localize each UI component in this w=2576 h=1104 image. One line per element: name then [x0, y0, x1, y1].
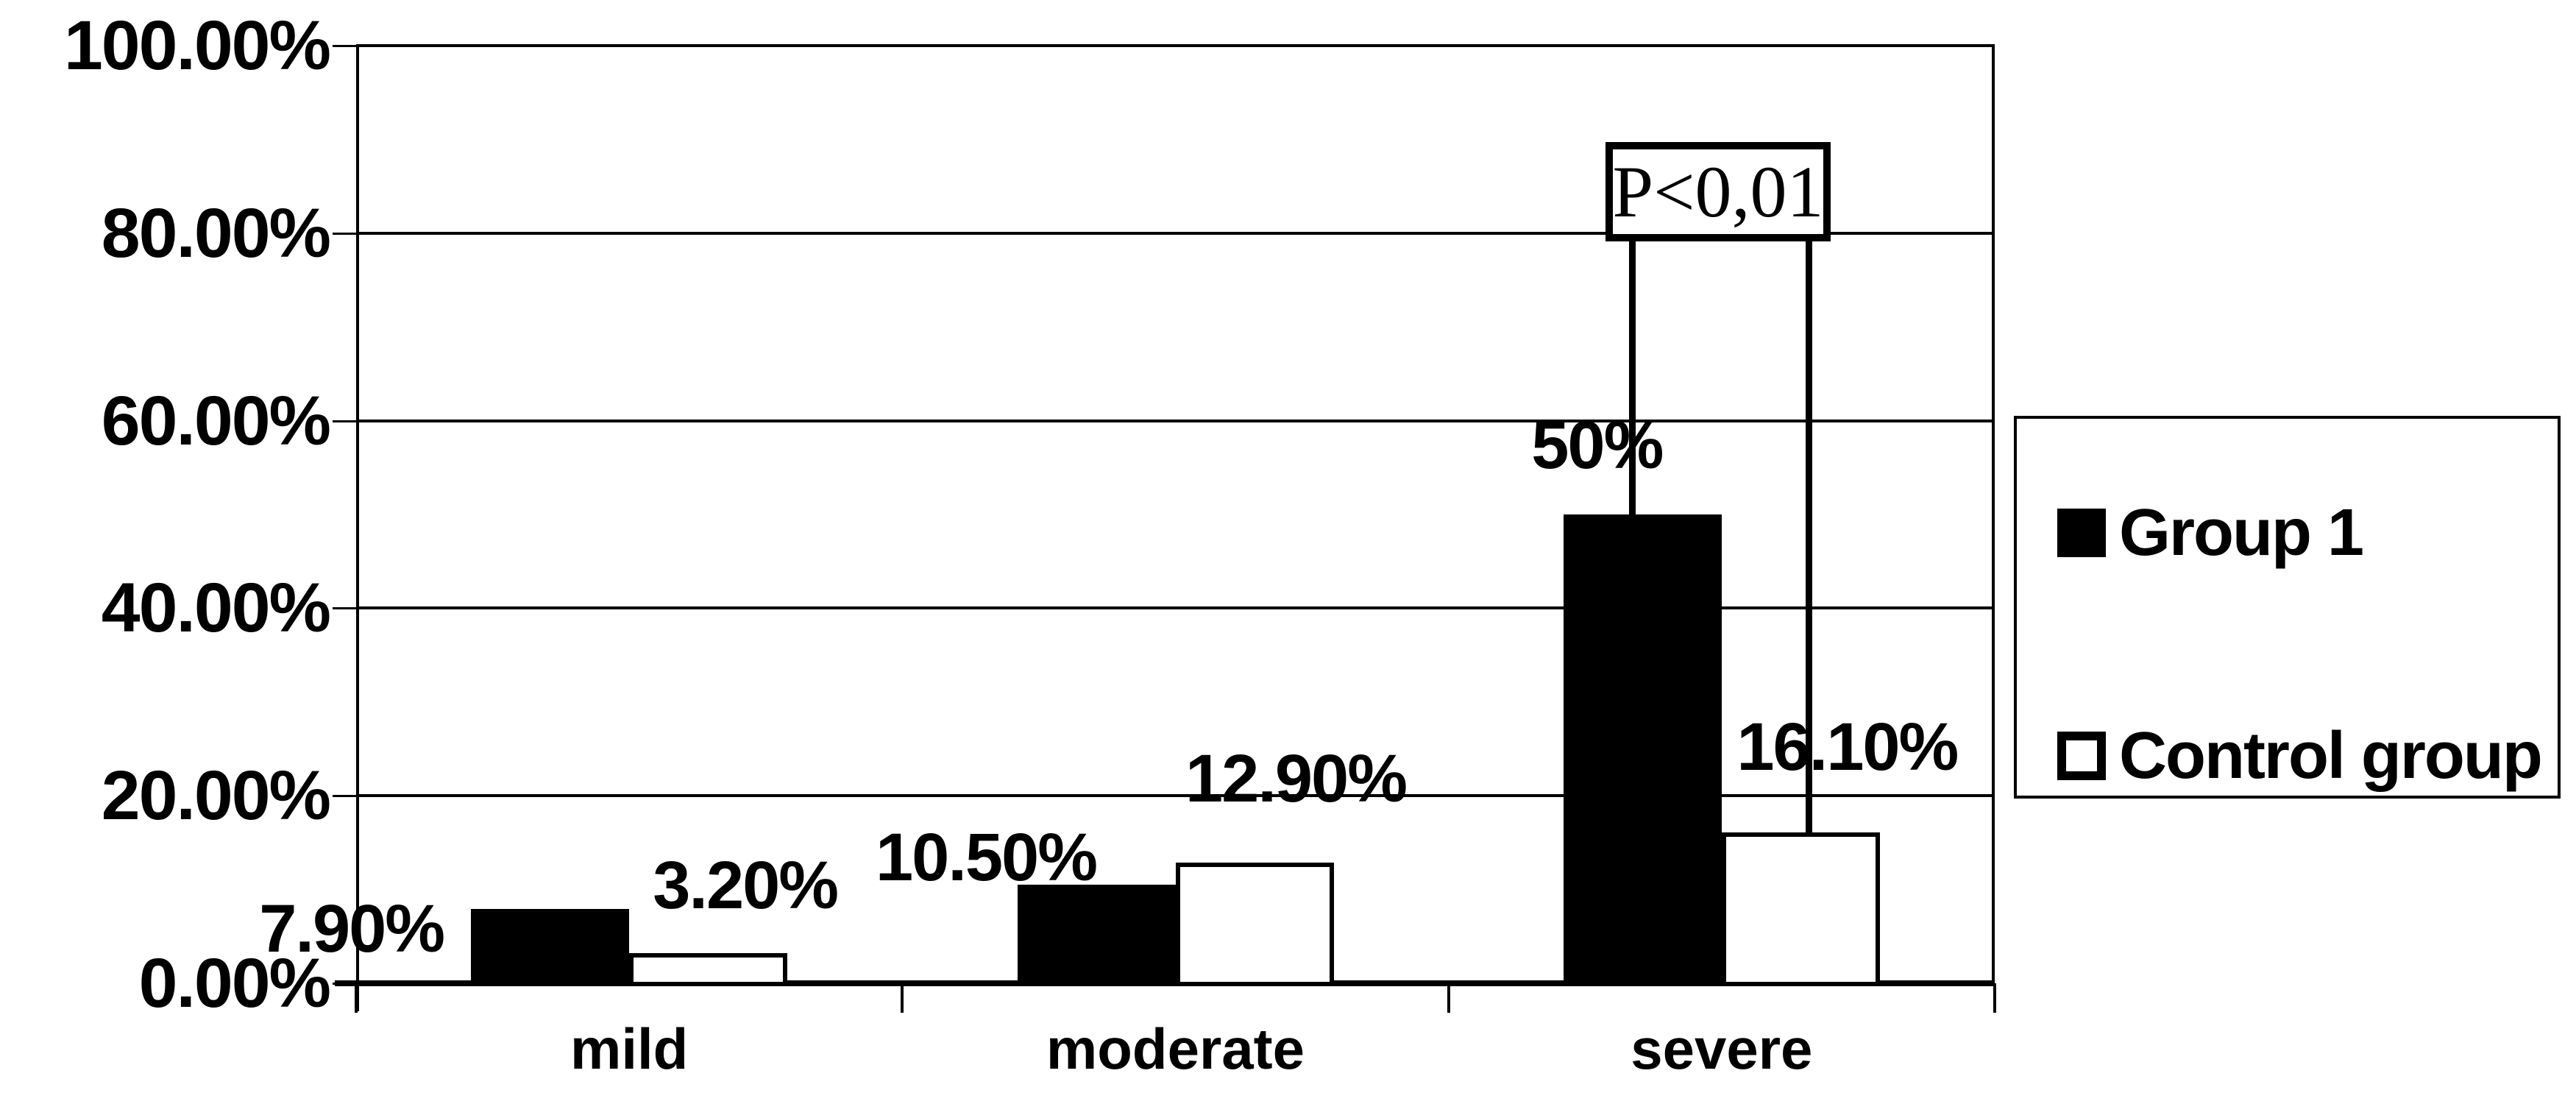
p-value-text: P<0,01: [1612, 150, 1824, 233]
gridline-80: [356, 231, 1995, 235]
y-axis-tick-20: [333, 795, 356, 798]
gridline-60: [356, 419, 1995, 422]
y-axis-tick-40: [333, 607, 356, 610]
y-axis-label-100: 100.00%: [63, 7, 331, 85]
plot-right-border: [1992, 46, 1995, 983]
y-axis-label-60: 60.00%: [101, 381, 331, 460]
x-axis-tick-2: [1447, 983, 1450, 1013]
annotation-line-group-1: [1629, 241, 1636, 514]
bar-mild-group-1: [471, 909, 630, 986]
gridline-40: [356, 606, 1995, 610]
y-axis-tick-80: [333, 232, 356, 235]
y-axis-line: [356, 46, 359, 1011]
p-value-annotation-box: P<0,01: [1605, 142, 1831, 241]
y-axis-label-0: 0.00%: [138, 944, 331, 1022]
y-axis-tick-60: [333, 420, 356, 422]
legend-swatch-control: [2057, 732, 2106, 780]
bar-value-label-severe-group-1: 50%: [1531, 408, 1664, 483]
legend: Group 1 Control group: [2014, 416, 2561, 799]
x-axis-tick-3: [1993, 983, 1996, 1013]
bar-moderate-group-1: [1017, 885, 1176, 986]
x-axis-tick-1: [901, 983, 904, 1013]
gridline-20: [356, 794, 1995, 798]
y-axis-label-20: 20.00%: [101, 757, 331, 835]
y-axis-label-40: 40.00%: [101, 569, 331, 648]
legend-label-control: Control group: [2119, 719, 2543, 793]
annotation-line-control-group: [1806, 241, 1812, 832]
bar-value-label-mild-control-group: 3.20%: [653, 848, 839, 924]
bar-moderate-control-group: [1175, 862, 1334, 986]
bar-value-label-moderate-control-group: 12.90%: [1185, 740, 1408, 816]
legend-swatch-group1: [2057, 509, 2106, 557]
gridline-100: [356, 44, 1995, 47]
category-label-moderate: moderate: [1046, 1016, 1305, 1081]
bar-mild-control-group: [629, 953, 788, 986]
bar-value-label-severe-control-group: 16.10%: [1736, 709, 1959, 785]
legend-entry-control: Control group: [2057, 712, 2543, 800]
bar-value-label-mild-group-1: 7.90%: [259, 891, 445, 967]
bar-severe-group-1: [1563, 514, 1722, 986]
legend-entry-group1: Group 1: [2057, 489, 2364, 577]
y-axis-tick-100: [333, 45, 356, 47]
bar-severe-control-group: [1721, 832, 1880, 986]
legend-label-group1: Group 1: [2119, 496, 2364, 570]
y-axis-label-80: 80.00%: [101, 194, 331, 272]
category-label-severe: severe: [1631, 1016, 1813, 1081]
bar-value-label-moderate-group-1: 10.50%: [875, 820, 1098, 896]
category-label-mild: mild: [570, 1016, 689, 1081]
